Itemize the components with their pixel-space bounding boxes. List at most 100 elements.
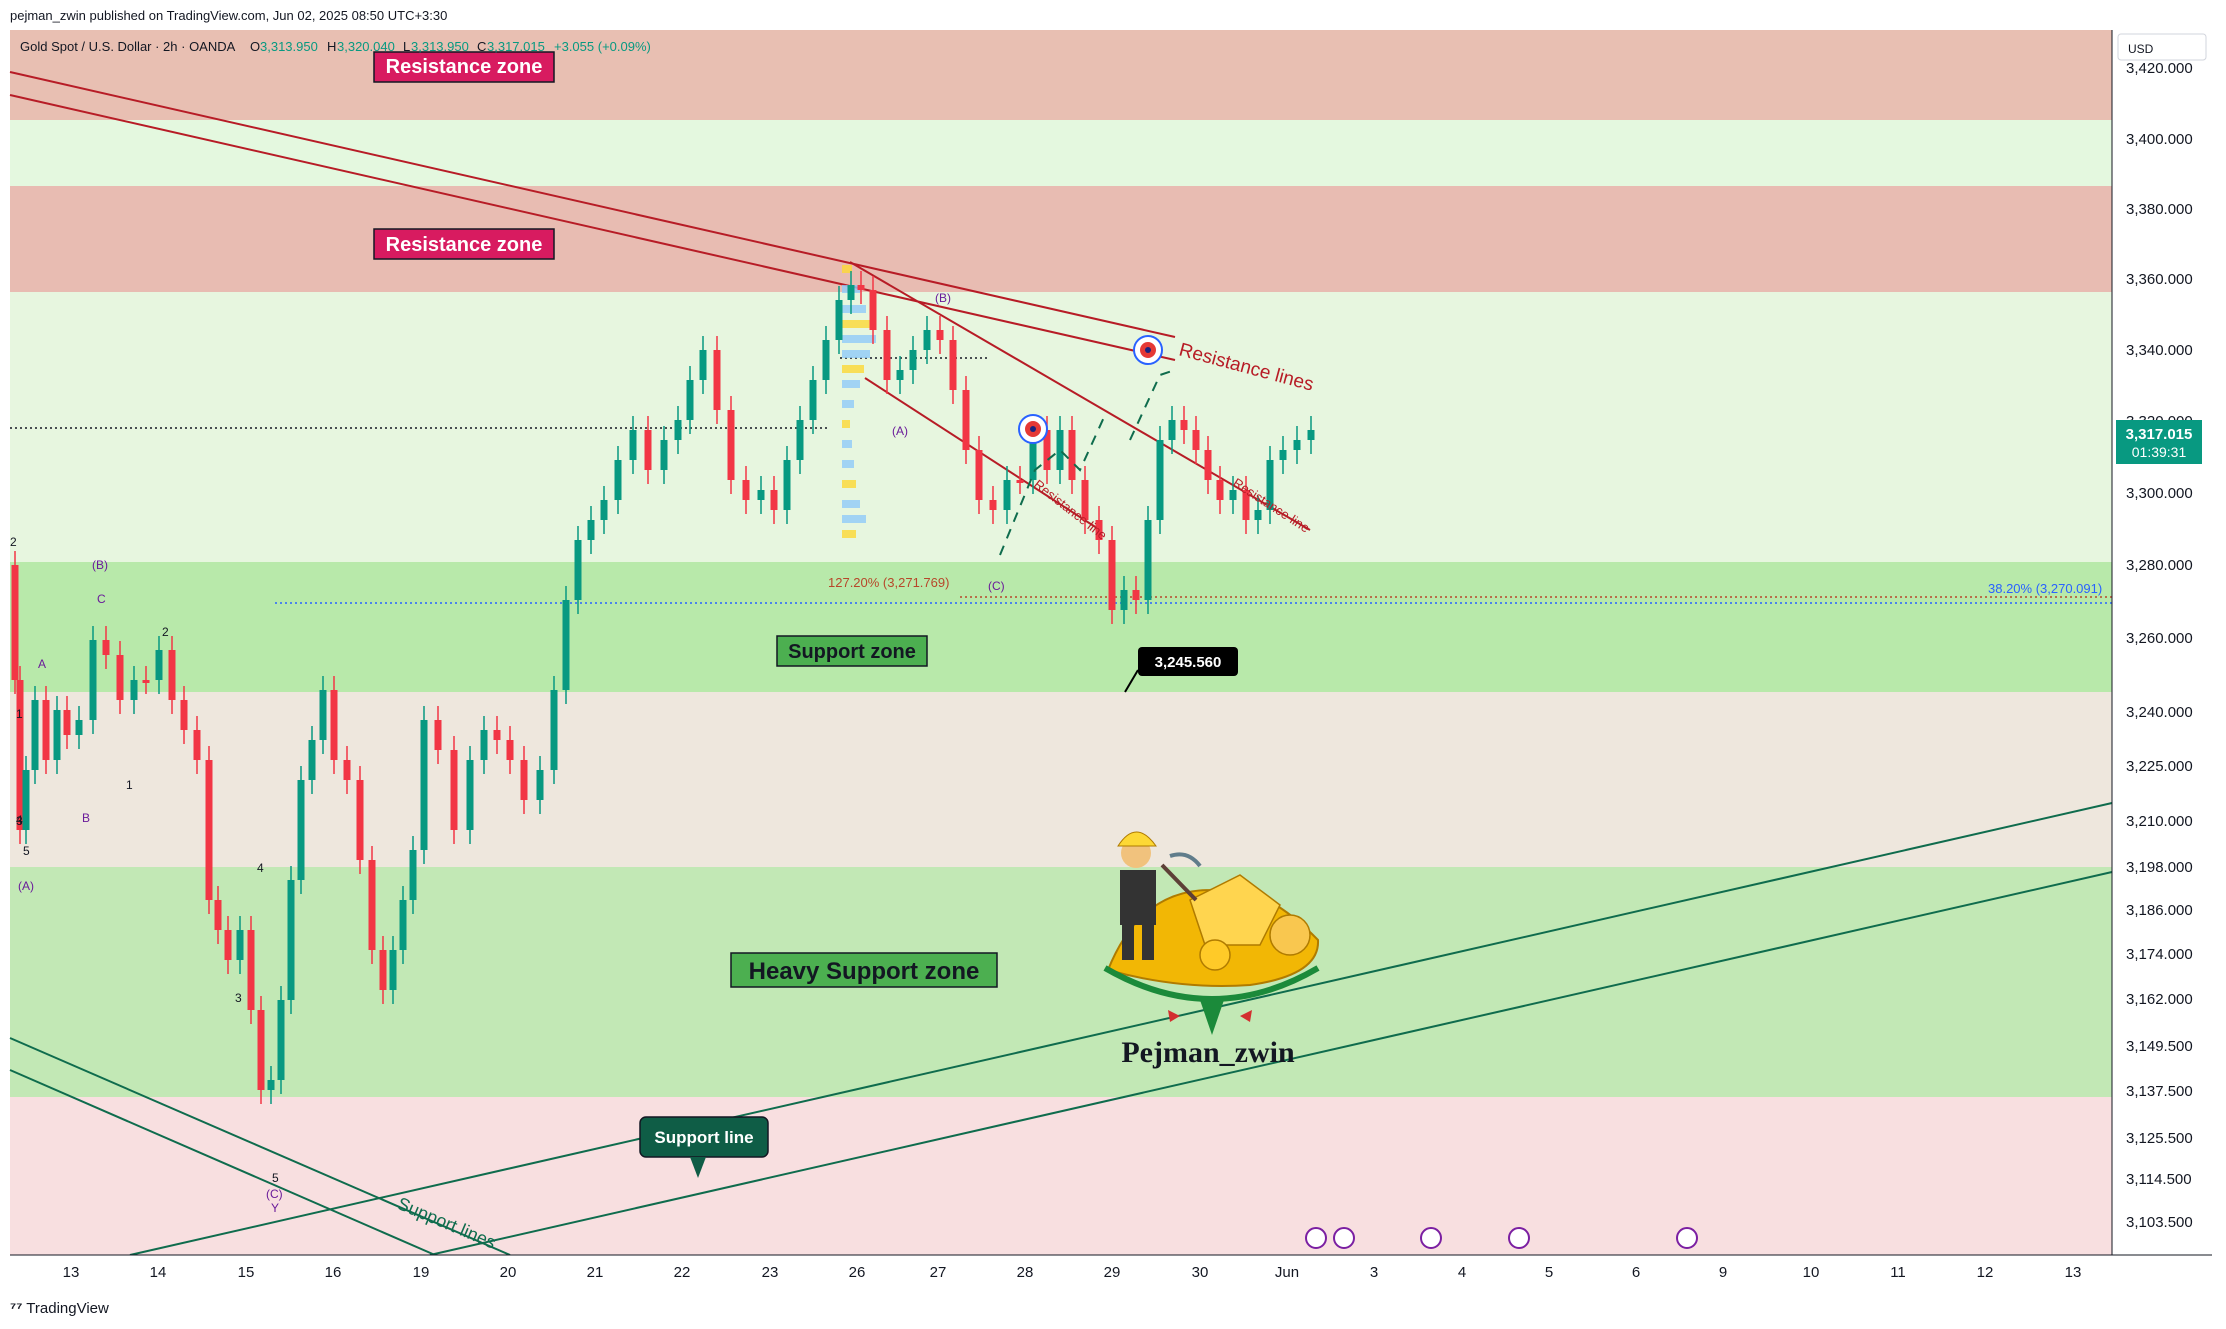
wave-label: Y bbox=[271, 1201, 279, 1215]
time-tick-label: 29 bbox=[1104, 1264, 1121, 1281]
heavy-support-zone-label-bg bbox=[730, 952, 998, 988]
time-tick-label: 13 bbox=[2065, 1264, 2082, 1281]
currency-box[interactable] bbox=[2117, 33, 2207, 61]
resistance-zone-label-1: Resistance zone bbox=[386, 56, 543, 78]
candle-body bbox=[713, 350, 721, 410]
volume-profile-bar bbox=[842, 420, 850, 428]
support-zone-label: Support zone bbox=[788, 641, 916, 663]
candle-body bbox=[1216, 480, 1224, 500]
candle-body bbox=[31, 700, 39, 770]
projection-path-1 bbox=[999, 414, 1106, 556]
flash-event-icon[interactable] bbox=[1305, 1227, 1327, 1249]
current-price: 3,317.015 bbox=[2126, 426, 2193, 443]
price-tick-label: 3,260.000 bbox=[2126, 630, 2193, 647]
support-line-left-1[interactable] bbox=[9, 1037, 511, 1256]
support-line-callout: Support line bbox=[654, 1128, 753, 1147]
candle-body bbox=[989, 500, 997, 510]
candle-body bbox=[22, 770, 30, 830]
candle-body bbox=[193, 730, 201, 760]
support-trendline-lower[interactable] bbox=[429, 871, 2113, 1256]
candle-body bbox=[308, 740, 316, 780]
wave-label: (B) bbox=[92, 558, 108, 572]
time-axis[interactable] bbox=[10, 1255, 2210, 1291]
wave-label: (C) bbox=[266, 1187, 283, 1201]
time-tick-label: 4 bbox=[1458, 1264, 1466, 1281]
price-tick-label: 3,380.000 bbox=[2126, 201, 2193, 218]
resistance-trendline-upper[interactable] bbox=[9, 71, 1176, 338]
resistance-zone-label-2: Resistance zone bbox=[386, 234, 543, 256]
candle-body bbox=[466, 760, 474, 830]
candle-body bbox=[796, 420, 804, 460]
time-tick-label: 13 bbox=[63, 1264, 80, 1281]
economic-event-icons[interactable] bbox=[1305, 1227, 1698, 1249]
price-axis[interactable] bbox=[2112, 30, 2212, 1255]
candle-body bbox=[277, 1000, 285, 1080]
candle-body bbox=[1095, 520, 1103, 540]
candle-body bbox=[1043, 430, 1051, 470]
candle-body bbox=[674, 420, 682, 440]
time-tick-label: 30 bbox=[1192, 1264, 1209, 1281]
wave-label: 1 bbox=[126, 778, 133, 792]
support-zone bbox=[10, 562, 2112, 692]
heavy-support-zone bbox=[10, 867, 2112, 1097]
time-tick-label: 9 bbox=[1719, 1264, 1727, 1281]
price-tick-label: 3,240.000 bbox=[2126, 704, 2193, 721]
candle-body bbox=[1254, 510, 1262, 520]
ohlc-change: +3.055 (+0.09%) bbox=[554, 39, 651, 54]
candle-body bbox=[536, 770, 544, 800]
target-icon bbox=[1018, 414, 1048, 444]
tradingview-logo[interactable]: ⁷⁷ TradingView bbox=[10, 1300, 109, 1317]
us-flag-event-icon[interactable] bbox=[1333, 1227, 1355, 1249]
candle-body bbox=[1029, 430, 1037, 480]
ohlc-open-label: O bbox=[250, 39, 260, 54]
candle-body bbox=[1229, 490, 1237, 500]
candle-body bbox=[1056, 430, 1064, 470]
candle-body bbox=[343, 760, 351, 780]
candle-body bbox=[962, 390, 970, 450]
ohlc-low-label: L bbox=[403, 39, 410, 54]
volume-profile-bar bbox=[842, 440, 852, 448]
time-tick-label: 10 bbox=[1803, 1264, 1820, 1281]
volume-profile-bar bbox=[842, 400, 854, 408]
current-price-tag bbox=[2116, 420, 2202, 464]
price-tick-label: 3,125.500 bbox=[2126, 1130, 2193, 1147]
price-tick-label: 3,420.000 bbox=[2126, 60, 2193, 77]
candle-body bbox=[450, 750, 458, 830]
resistance-trendline-lower[interactable] bbox=[9, 94, 1176, 361]
candle-body bbox=[214, 900, 222, 930]
candle-body bbox=[883, 330, 891, 380]
wave-label: 3 bbox=[16, 814, 23, 828]
candle-body bbox=[330, 690, 338, 760]
price-tick-label: 3,137.500 bbox=[2126, 1083, 2193, 1100]
price-tick-label: 3,149.500 bbox=[2126, 1038, 2193, 1055]
support-zone-label-bg bbox=[776, 635, 928, 667]
time-tick-label: 6 bbox=[1632, 1264, 1640, 1281]
candle-body bbox=[247, 930, 255, 1010]
us-flag-event-icon[interactable] bbox=[1420, 1227, 1442, 1249]
wave-label: 4 bbox=[257, 861, 264, 875]
candle-body bbox=[11, 565, 19, 680]
ohlc-high: 3,320.040 bbox=[337, 39, 395, 54]
us-flag-event-icon[interactable] bbox=[1508, 1227, 1530, 1249]
low-price-pointer bbox=[1124, 669, 1139, 693]
candle-body bbox=[130, 680, 138, 700]
volume-profile-bar bbox=[842, 530, 856, 538]
candle-body bbox=[480, 730, 488, 760]
candle-body bbox=[1081, 480, 1089, 520]
wave-label: 2 bbox=[10, 535, 17, 549]
support-trendline-upper[interactable] bbox=[129, 802, 2113, 1256]
candle-body bbox=[869, 290, 877, 330]
candle-body bbox=[409, 850, 417, 900]
candle-body bbox=[1266, 460, 1274, 510]
candle-body bbox=[287, 880, 295, 1000]
us-flag-event-icon[interactable] bbox=[1676, 1227, 1698, 1249]
gold-miner-illustration bbox=[1103, 831, 1320, 1035]
price-tick-label: 3,198.000 bbox=[2126, 859, 2193, 876]
candle-body bbox=[975, 450, 983, 500]
candle-body bbox=[1204, 450, 1212, 480]
support-line-left-2[interactable] bbox=[9, 1069, 436, 1256]
candle-body bbox=[1156, 440, 1164, 520]
candle-body bbox=[757, 490, 765, 500]
fib-127-label: 127.20% (3,271.769) bbox=[828, 575, 949, 590]
